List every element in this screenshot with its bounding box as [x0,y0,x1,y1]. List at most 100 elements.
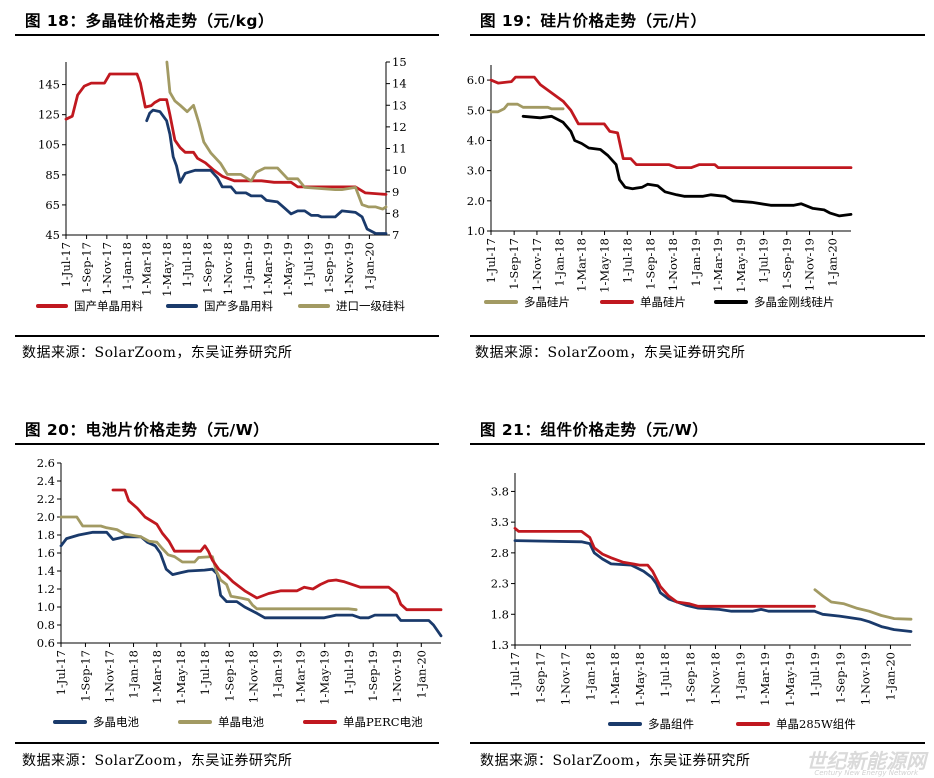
legend-label: 多晶组件 [648,717,694,731]
x-tick-label: 1-Sep-18 [201,242,215,294]
legend-label: 多晶电池 [93,715,139,729]
y-tick-label: 125 [38,108,60,122]
x-tick-label: 1-Jul-18 [620,238,634,283]
legend-label: 单晶硅片 [640,295,686,309]
x-tick-label: 1-Jul-19 [808,652,822,697]
x-tick-label: 1-Nov-18 [708,652,722,705]
x-tick-label: 1-Sep-18 [222,650,236,702]
panel-cell: 图 20：电池片价格走势（元/W） [15,417,439,445]
series-line [59,530,443,638]
legend-label: 国产单晶用料 [74,299,143,313]
x-tick-label: 1-Jan-20 [883,652,897,701]
y2-tick-label: 14 [392,77,407,91]
x-tick-label: 1-Jul-17 [508,652,522,697]
x-tick-label: 1-Jul-18 [658,652,672,697]
y-tick-label: 105 [38,138,60,152]
x-tick-label: 1-Mar-19 [261,242,275,296]
x-tick-label: 1-Nov-18 [666,238,680,291]
x-tick-label: 1-Mar-18 [575,238,589,292]
y-tick-label: 2.0 [467,194,485,208]
series-line [489,75,853,170]
watermark-logo: 世纪新能源网 [806,749,926,773]
x-tick-label: 1-May-19 [281,242,295,297]
x-tick-label: 1-Sep-17 [78,650,92,702]
y-tick-label: 4.0 [467,133,485,147]
y-tick-label: 1.8 [491,607,509,621]
x-tick-label: 1-Mar-19 [294,650,308,704]
y-tick-label: 1.0 [467,224,485,238]
x-tick-label: 1-Nov-17 [102,650,116,703]
x-tick-label: 1-Jan-18 [127,650,141,699]
x-tick-label: 1-Jan-18 [553,238,567,287]
x-tick-label: 1-Nov-18 [221,242,235,295]
x-tick-label: 1-Nov-18 [246,650,260,703]
x-tick-label: 1-Mar-18 [150,650,164,704]
legend-label: 单晶PERC电池 [343,715,423,729]
x-tick-label: 1-May-19 [318,650,332,705]
y-tick-label: 1.0 [37,600,55,614]
x-tick-label: 1-May-19 [734,238,748,293]
x-tick-label: 1-Nov-19 [342,242,356,295]
x-tick-label: 1-Sep-19 [322,242,336,294]
x-tick-label: 1-Jan-18 [584,652,598,701]
x-tick-label: 1-Mar-18 [140,242,154,296]
x-tick-label: 1-Jul-18 [180,242,194,287]
y-tick-label: 2.0 [37,510,55,524]
x-tick-label: 1-Sep-18 [643,238,657,290]
y-tick-label: 45 [45,228,60,242]
y2-tick-label: 12 [392,120,407,134]
y2-tick-label: 8 [392,206,399,220]
y-tick-label: 3.0 [467,164,485,178]
y-tick-label: 1.6 [37,546,55,560]
x-tick-label: 1-Jan-19 [241,242,255,291]
x-tick-label: 1-Sep-17 [533,652,547,704]
y-tick-label: 3.8 [491,484,509,498]
x-tick-label: 1-Nov-17 [530,238,544,291]
y-tick-label: 65 [45,198,60,212]
x-tick-label: 1-Jan-19 [270,650,284,699]
x-tick-label: 1-Sep-17 [507,238,521,290]
y-tick-label: 2.6 [37,456,55,470]
x-tick-label: 1-Jul-17 [54,650,68,695]
chart-title: 图 20：电池片价格走势（元/W） [15,417,439,445]
x-tick-label: 1-Jul-17 [484,238,498,283]
y-tick-label: 1.8 [37,528,55,542]
chart-title: 图 18：多晶硅价格走势（元/kg） [15,8,439,36]
x-tick-label: 1-May-18 [160,242,174,297]
series-line [813,588,913,621]
y2-tick-label: 13 [392,98,407,112]
y-tick-label: 3.3 [491,515,509,529]
y-tick-label: 85 [45,168,60,182]
y-tick-label: 2.4 [37,474,55,488]
y-tick-label: 1.4 [37,564,55,578]
x-tick-label: 1-Nov-17 [100,242,114,295]
legend-label: 单晶285W组件 [776,717,856,731]
x-tick-label: 1-Jan-19 [734,652,748,701]
series-line [145,108,388,235]
legend-label: 单晶电池 [218,715,264,729]
chart-title: 图 21：组件价格走势（元/W） [470,417,925,445]
x-tick-label: 1-May-18 [633,652,647,707]
series-line [513,539,913,633]
x-tick-label: 1-May-19 [783,652,797,707]
source-note: 数据来源：SolarZoom，东吴证券研究所 [475,345,746,361]
x-tick-label: 1-Nov-19 [390,650,404,703]
y2-tick-label: 9 [392,185,399,199]
y-tick-label: 2.8 [491,546,509,560]
y2-tick-label: 15 [392,55,407,69]
y2-tick-label: 11 [392,142,407,156]
legend-label: 多晶金刚线硅片 [754,295,835,309]
y-tick-label: 5.0 [467,103,485,117]
x-tick-label: 1-Nov-19 [858,652,872,705]
x-tick-label: 1-Jul-19 [757,238,771,283]
y2-tick-label: 7 [392,228,399,242]
y-tick-label: 145 [38,78,60,92]
series-line [521,114,853,218]
x-tick-label: 1-Mar-19 [711,238,725,292]
y2-tick-label: 10 [392,163,407,177]
x-tick-label: 1-Nov-19 [803,238,817,291]
legend-label: 多晶硅片 [524,295,570,309]
chart-2: 2.62.42.22.01.81.61.41.21.00.80.61-Jul-1… [37,456,443,729]
series-line [165,60,388,211]
